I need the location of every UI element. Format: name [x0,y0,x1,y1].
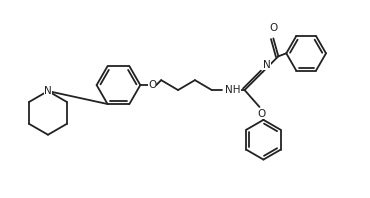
Text: NH: NH [225,85,240,95]
Text: O: O [148,80,157,90]
Text: N: N [263,60,271,70]
Text: O: O [269,23,278,33]
Text: O: O [257,109,266,119]
Text: N: N [44,86,52,96]
